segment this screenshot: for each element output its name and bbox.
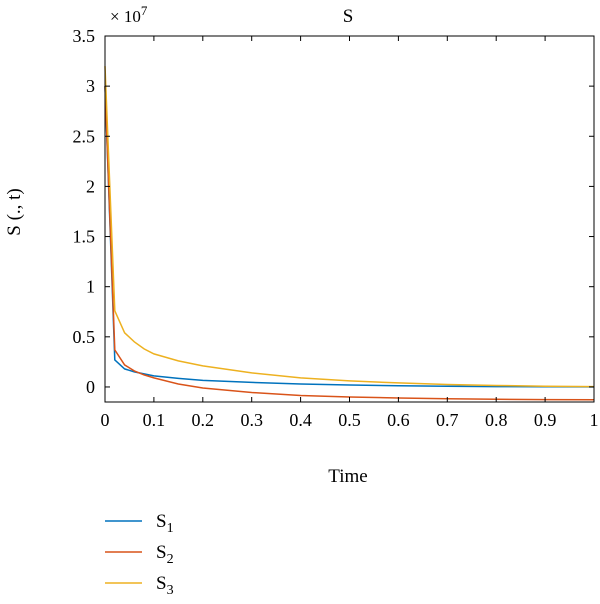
x-tick-label: 0.8 xyxy=(485,410,508,430)
x-tick-label: 0.3 xyxy=(240,410,263,430)
x-axis-label: Time xyxy=(328,466,367,487)
x-tick-label: 1 xyxy=(590,410,599,430)
x-tick-label: 0.5 xyxy=(338,410,361,430)
y-exponent-power: 7 xyxy=(141,3,148,18)
y-exponent-base: × 10 xyxy=(110,7,141,26)
y-tick-label: 2 xyxy=(86,176,95,196)
x-tick-label: 0.6 xyxy=(387,410,410,430)
legend: S1 S2 S3 xyxy=(105,511,174,598)
y-axis-label: S (., t) xyxy=(4,188,25,236)
legend-label-s2: S2 xyxy=(156,542,174,567)
x-tick-label: 0.7 xyxy=(436,410,459,430)
chart-title: S xyxy=(343,6,354,27)
y-exponent-label: × 107 xyxy=(110,3,148,26)
x-tick-label: 0.1 xyxy=(143,410,166,430)
series-line-s2 xyxy=(104,86,595,401)
y-tick-label: 3 xyxy=(86,76,95,96)
x-tick-label: 0.2 xyxy=(192,410,215,430)
legend-label-s1: S1 xyxy=(156,511,174,536)
y-tick-label: 3.5 xyxy=(73,26,96,46)
x-tick-label: 0.4 xyxy=(289,410,312,430)
x-tick-label: 0 xyxy=(101,410,110,430)
y-tick-label: 1.5 xyxy=(73,227,96,247)
y-tick-label: 0 xyxy=(86,377,95,397)
y-tick-label: 2.5 xyxy=(73,126,96,146)
plot-area: 0 0.1 0.2 0.3 0.4 0.5 0.6 0.7 0.8 0.9 1 0 0.5 1 1.5 2 2.… xyxy=(73,26,599,430)
legend-label-s3: S3 xyxy=(156,573,174,598)
x-tick-label: 0.9 xyxy=(534,410,557,430)
plot-frame xyxy=(104,35,595,403)
y-tick-label: 1 xyxy=(86,277,95,297)
series-line-s3 xyxy=(104,66,595,388)
y-tick-label: 0.5 xyxy=(73,327,96,347)
series-line-s1 xyxy=(104,86,595,388)
